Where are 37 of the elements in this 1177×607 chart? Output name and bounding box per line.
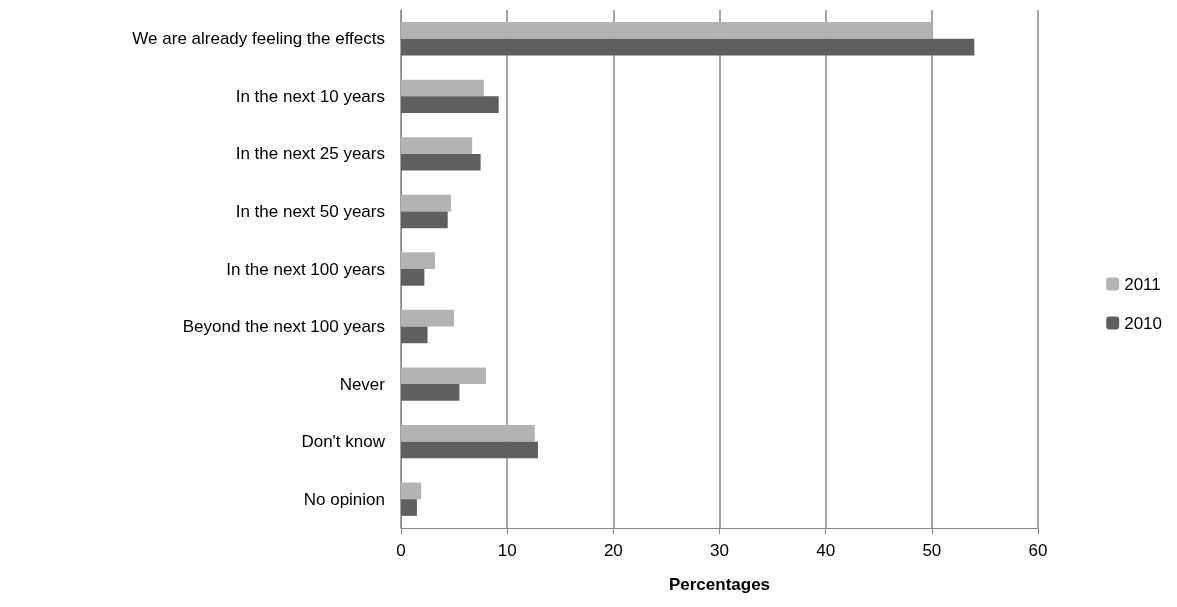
x-tick-label: 10	[497, 541, 517, 560]
legend-label: 2011	[1124, 274, 1161, 294]
y-tick-label: Never	[339, 374, 386, 394]
bar	[401, 441, 538, 459]
bar	[401, 38, 975, 56]
y-tick-label: In the next 100 years	[226, 259, 385, 279]
x-tick-label: 50	[922, 541, 942, 560]
x-tick-label: 40	[816, 541, 836, 560]
x-tick-label: 60	[1028, 541, 1048, 560]
legend-label: 2010	[1124, 313, 1163, 333]
bar	[401, 309, 455, 327]
x-tick-label: 0	[396, 541, 406, 560]
bar	[401, 137, 473, 154]
bar	[401, 384, 460, 401]
bar	[401, 194, 451, 212]
y-tick-label: Don't know	[301, 432, 386, 452]
bar	[401, 211, 448, 229]
bar	[401, 424, 535, 442]
bar	[401, 96, 499, 114]
bar	[401, 499, 417, 516]
bar	[401, 367, 486, 385]
bar	[401, 153, 481, 171]
bar	[401, 22, 932, 39]
y-tick-label: Beyond the next 100 years	[182, 317, 385, 337]
bar	[401, 79, 484, 97]
bar	[401, 482, 422, 500]
x-axis-title: Percentages	[668, 575, 771, 594]
y-tick-label: In the next 10 years	[235, 86, 385, 106]
y-tick-label: We are already feeling the effects	[132, 29, 385, 49]
bar	[401, 252, 435, 269]
x-tick-label: 30	[710, 541, 729, 560]
y-tick-label: In the next 25 years	[235, 144, 385, 164]
bar	[401, 326, 428, 344]
y-tick-label: In the next 50 years	[235, 201, 385, 221]
x-tick-label: 20	[603, 541, 623, 560]
bar	[401, 269, 425, 286]
y-tick-label: No opinion	[303, 489, 385, 509]
